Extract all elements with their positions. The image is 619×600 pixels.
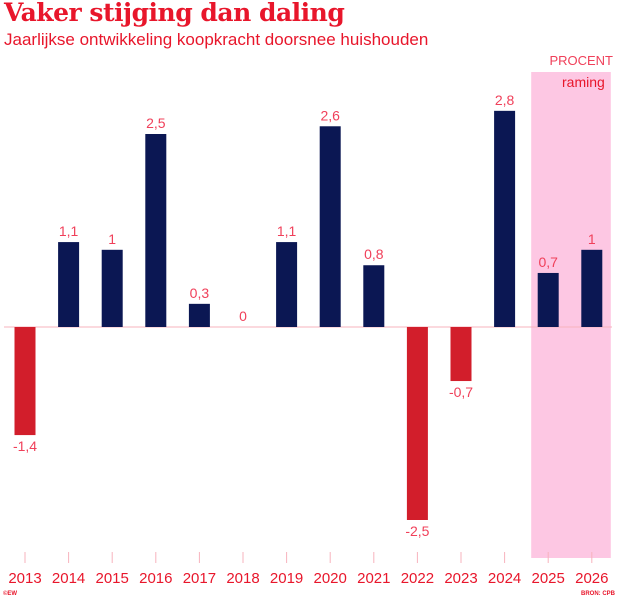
value-label-2019: 1,1 (277, 223, 297, 239)
bar-2019 (276, 242, 298, 327)
x-tick-label-2023: 2023 (444, 570, 477, 587)
value-label-2023: -0,7 (449, 384, 473, 400)
bar-2022 (406, 327, 428, 520)
value-label-2014: 1,1 (59, 223, 79, 239)
value-label-2017: 0,3 (190, 285, 210, 301)
bar-2026 (581, 249, 603, 327)
unit-label: PROCENT (549, 53, 613, 68)
x-tick-label-2018: 2018 (226, 570, 259, 587)
x-tick-label-2026: 2026 (575, 570, 608, 587)
x-tick-label-2015: 2015 (96, 570, 129, 587)
x-tick-label-2013: 2013 (8, 570, 41, 587)
source-label: BRON: CPB (581, 591, 615, 597)
value-label-2021: 0,8 (364, 246, 384, 262)
x-tick-label-2022: 2022 (401, 570, 434, 587)
chart-title: Vaker stijging dan daling (4, 0, 345, 27)
x-tick-label-2025: 2025 (532, 570, 565, 587)
bar-2017 (188, 303, 210, 327)
value-label-2018: 0 (239, 308, 247, 324)
forecast-label: raming (562, 74, 605, 90)
bar-2023 (450, 327, 472, 382)
x-tick-label-2014: 2014 (52, 570, 85, 587)
bar-2014 (58, 242, 80, 327)
value-label-2026: 1 (588, 231, 596, 247)
bar-2020 (319, 126, 341, 327)
value-label-2024: 2,8 (495, 92, 515, 108)
x-tick-label-2016: 2016 (139, 570, 172, 587)
credit-label: ©EW (3, 591, 18, 597)
bar-2021 (363, 265, 385, 327)
bar-2016 (145, 134, 167, 327)
x-tick-label-2020: 2020 (314, 570, 347, 587)
value-label-2020: 2,6 (320, 107, 340, 123)
x-tick-label-2019: 2019 (270, 570, 303, 587)
x-tick-label-2017: 2017 (183, 570, 216, 587)
x-tick-label-2024: 2024 (488, 570, 521, 587)
value-label-2025: 0,7 (538, 254, 558, 270)
bar-2013 (14, 327, 36, 436)
value-label-2015: 1 (108, 231, 116, 247)
bar-2015 (101, 249, 123, 327)
chart-subtitle: Jaarlijkse ontwikkeling koopkracht doors… (4, 30, 429, 49)
bar-2024 (494, 110, 516, 327)
x-tick-label-2021: 2021 (357, 570, 390, 587)
value-label-2016: 2,5 (146, 115, 166, 131)
value-label-2013: -1,4 (13, 438, 37, 454)
bar-2025 (537, 272, 559, 327)
value-label-2022: -2,5 (405, 523, 429, 539)
